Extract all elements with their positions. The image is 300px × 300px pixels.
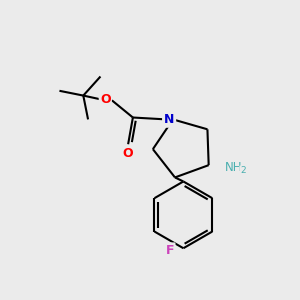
Text: 2: 2 [240,167,246,176]
Text: O: O [100,93,110,106]
Text: N: N [164,113,174,126]
Text: NH: NH [225,160,242,174]
Text: F: F [166,244,174,256]
Text: O: O [123,147,134,160]
